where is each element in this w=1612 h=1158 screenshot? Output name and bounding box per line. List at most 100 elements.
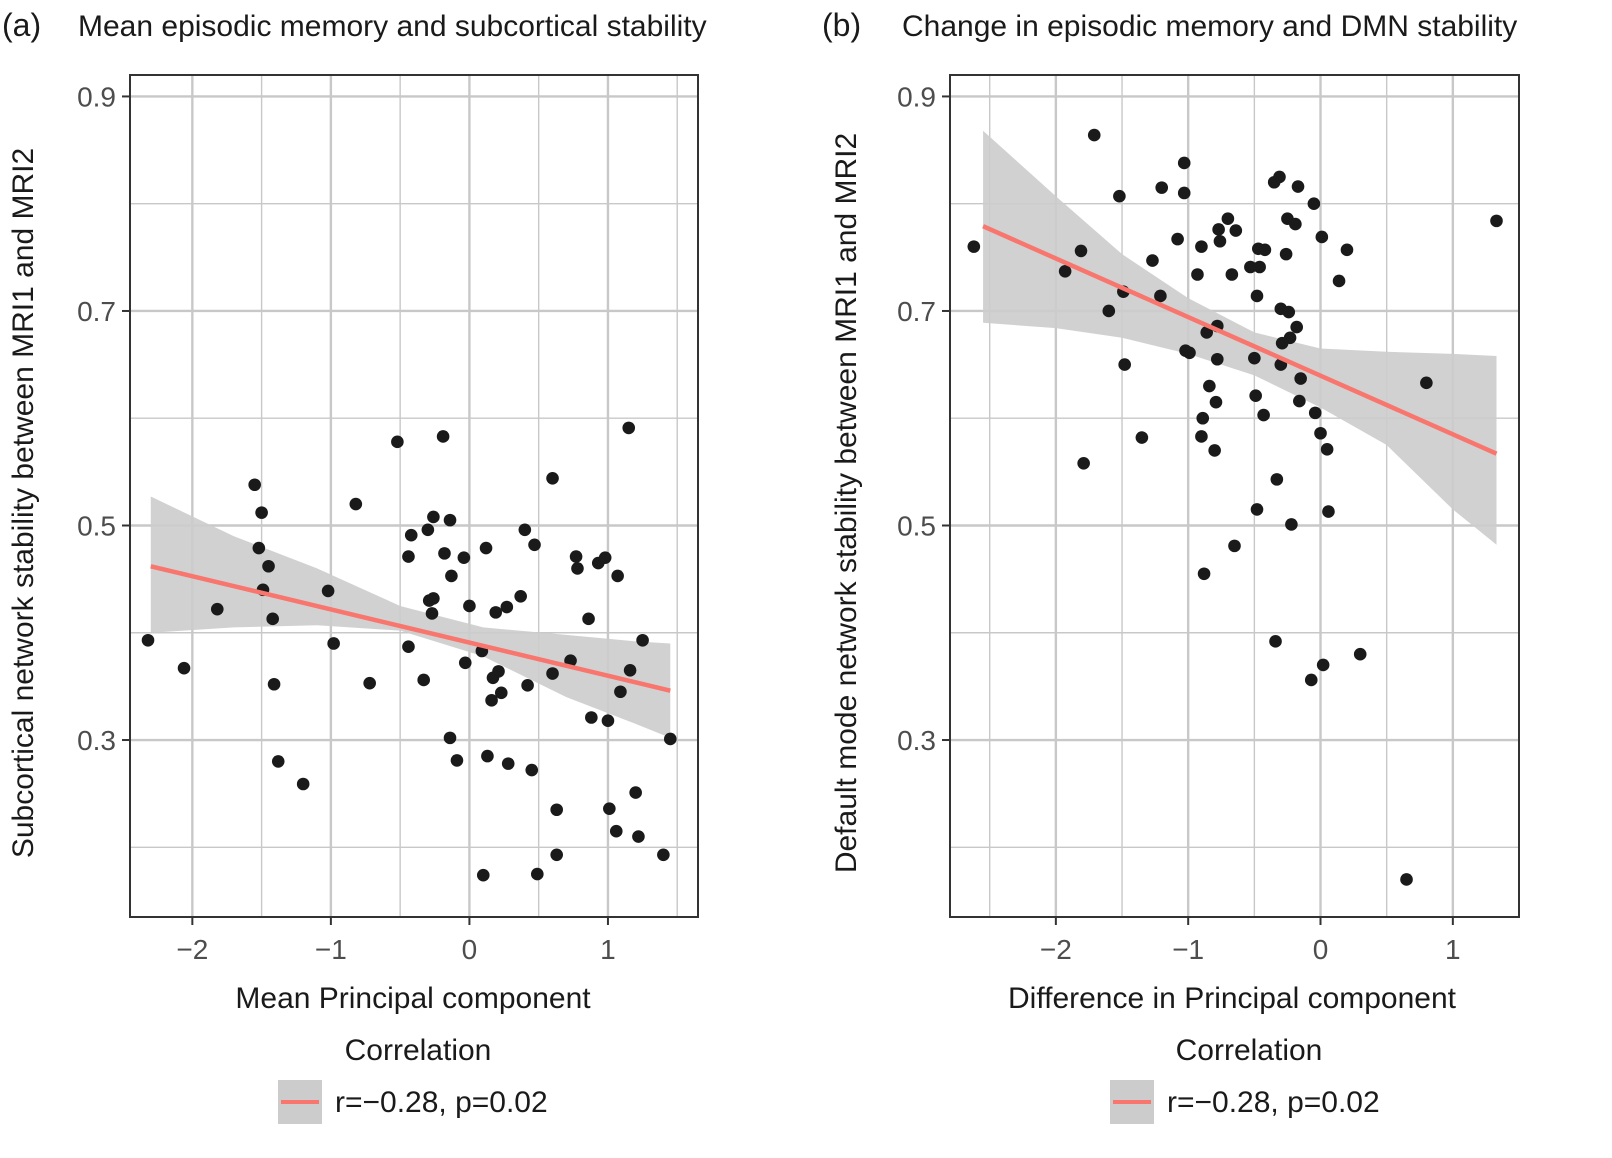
panel-b-y-axis-title: Default mode network stability between M… (830, 133, 863, 873)
panel-a-data-point (458, 656, 472, 670)
panel-b-data-point (1200, 326, 1214, 339)
panel-b-data-point (1212, 223, 1225, 236)
panel-a-data-point (569, 550, 583, 563)
panel-b-data-point (1253, 260, 1266, 274)
panel-a-x-tick-label: −1 (315, 934, 347, 965)
panel-a-data-point (327, 637, 340, 650)
panel-a-data-point (363, 676, 376, 690)
panel-b-data-point (1195, 240, 1208, 253)
panel-a-data-point (611, 569, 624, 583)
panel-a-data-point (404, 528, 418, 542)
panel-b-data-point (1420, 376, 1433, 390)
panel-a-data-point (262, 559, 275, 573)
panel-a-data-point (450, 754, 464, 767)
panel-b-data-point (1490, 214, 1503, 228)
panel-b-data-point (1228, 539, 1241, 553)
panel-b-panel-border (949, 74, 1520, 918)
panel-a-data-point (530, 867, 544, 881)
panel-a-data-point (296, 777, 310, 791)
panel-b-data-point (1273, 170, 1286, 184)
panel-b-data-point (1258, 243, 1272, 257)
panel-a-data-point (614, 685, 627, 699)
panel-a-data-point (321, 584, 335, 598)
panel-a-data-point (421, 523, 435, 537)
panel-a-confidence-band (150, 496, 671, 738)
panel-a-data-point (657, 848, 670, 862)
panel-b-data-point (1315, 230, 1329, 244)
panel-b-data-point (1177, 156, 1191, 170)
panel-b-data-point (967, 240, 981, 253)
panel-b-data-point (1191, 268, 1204, 281)
panel-a-tag: (a) (2, 7, 41, 43)
panel-a-data-point (476, 868, 490, 882)
panel-a-data-point (598, 551, 612, 564)
panel-a-data-point (500, 600, 514, 614)
panel-b-data-point (1244, 260, 1257, 274)
panel-a-data-point (457, 551, 471, 564)
panel-b-data-point (1113, 189, 1126, 203)
panel-a-data-point (255, 506, 268, 519)
panel-a-data-point (525, 763, 539, 777)
panel-b-data-point (1332, 274, 1346, 288)
panel-b-x-tick-label: −1 (1172, 934, 1204, 965)
panel-b-data-point (1290, 320, 1303, 334)
panel-b-data-point (1316, 658, 1330, 672)
panel-b-data-point (1195, 430, 1208, 443)
panel-a-data-point (521, 679, 534, 692)
panel-b-y-tick-label: 0.5 (897, 510, 936, 541)
panel-a-legend-label: r=−0.28, p=0.02 (335, 1086, 548, 1119)
panel-b-legend-label: r=−0.28, p=0.02 (1167, 1086, 1380, 1119)
panel-b-data-point (1250, 503, 1264, 516)
panel-a-panel-border (129, 74, 699, 918)
panel-a-data-point (571, 562, 584, 575)
panel-a-data-point (550, 803, 563, 817)
panel-b-tag: (b) (822, 7, 861, 43)
panel-a-data-point (632, 830, 645, 843)
panel-a-data-point (438, 547, 451, 560)
panel-b-x-tick-label: 0 (1313, 934, 1329, 965)
panel-b-data-point (1171, 232, 1184, 246)
panel-a-x-tick-label: 1 (600, 934, 616, 965)
panel-b-data-point (1293, 394, 1306, 408)
panel-a-data-point (402, 550, 415, 563)
panel-a-y-axis-title: Subcortical network stability between MR… (7, 148, 40, 858)
panel-b-data-point (1209, 395, 1223, 409)
panel-b-data-point (1250, 289, 1264, 303)
panel-b-data-point (1225, 268, 1239, 281)
panel-a-plot-area: 0.3 0.5 0.7 0.9 −2 −1 0 1 (77, 74, 699, 965)
panel-b-x-tick-label: 1 (1445, 934, 1461, 965)
panel-b-data-point (1307, 197, 1321, 211)
panel-b-data-point (1074, 244, 1088, 258)
panel-a-y-tick-label: 0.5 (77, 510, 116, 541)
panel-b-data-point (1353, 647, 1367, 661)
panel-b-data-point (1210, 352, 1224, 366)
panel-a-y-tick-label: 0.9 (77, 81, 116, 112)
panel-a-data-point (585, 711, 598, 724)
panel-b-legend-title: Correlation (1176, 1034, 1323, 1067)
panel-a-data-point (177, 661, 191, 675)
panel-a-data-point (427, 510, 440, 524)
panel-a-data-point (501, 757, 515, 770)
panel-a-data-point (271, 755, 285, 768)
panel-a-data-point (402, 640, 415, 654)
panel-a-data-point (603, 802, 616, 815)
panel-a-data-point (141, 633, 155, 647)
panel-b-data-point (1314, 426, 1327, 440)
panel-a-data-point (443, 731, 457, 745)
panel-b-data-point (1269, 635, 1282, 648)
panel-a-data-point (582, 612, 595, 626)
panel-a-data-point (489, 606, 503, 619)
panel-a-data-point (601, 714, 615, 728)
panel-b-data-point (1282, 305, 1296, 319)
panel-b-y-tick-label: 0.9 (897, 81, 936, 112)
panel-a-data-point (636, 633, 649, 647)
panel-a-data-point (427, 592, 440, 605)
panel-a-data-point (252, 541, 266, 555)
panel-a-data-point (609, 824, 623, 838)
panel-a-data-point (267, 677, 281, 691)
panel-a-data-point (518, 523, 532, 537)
panel-a-data-point (479, 541, 493, 555)
panel-b-data-point (1146, 254, 1159, 267)
panel-b-data-point (1304, 673, 1318, 687)
panel-b-data-point (1183, 346, 1196, 360)
